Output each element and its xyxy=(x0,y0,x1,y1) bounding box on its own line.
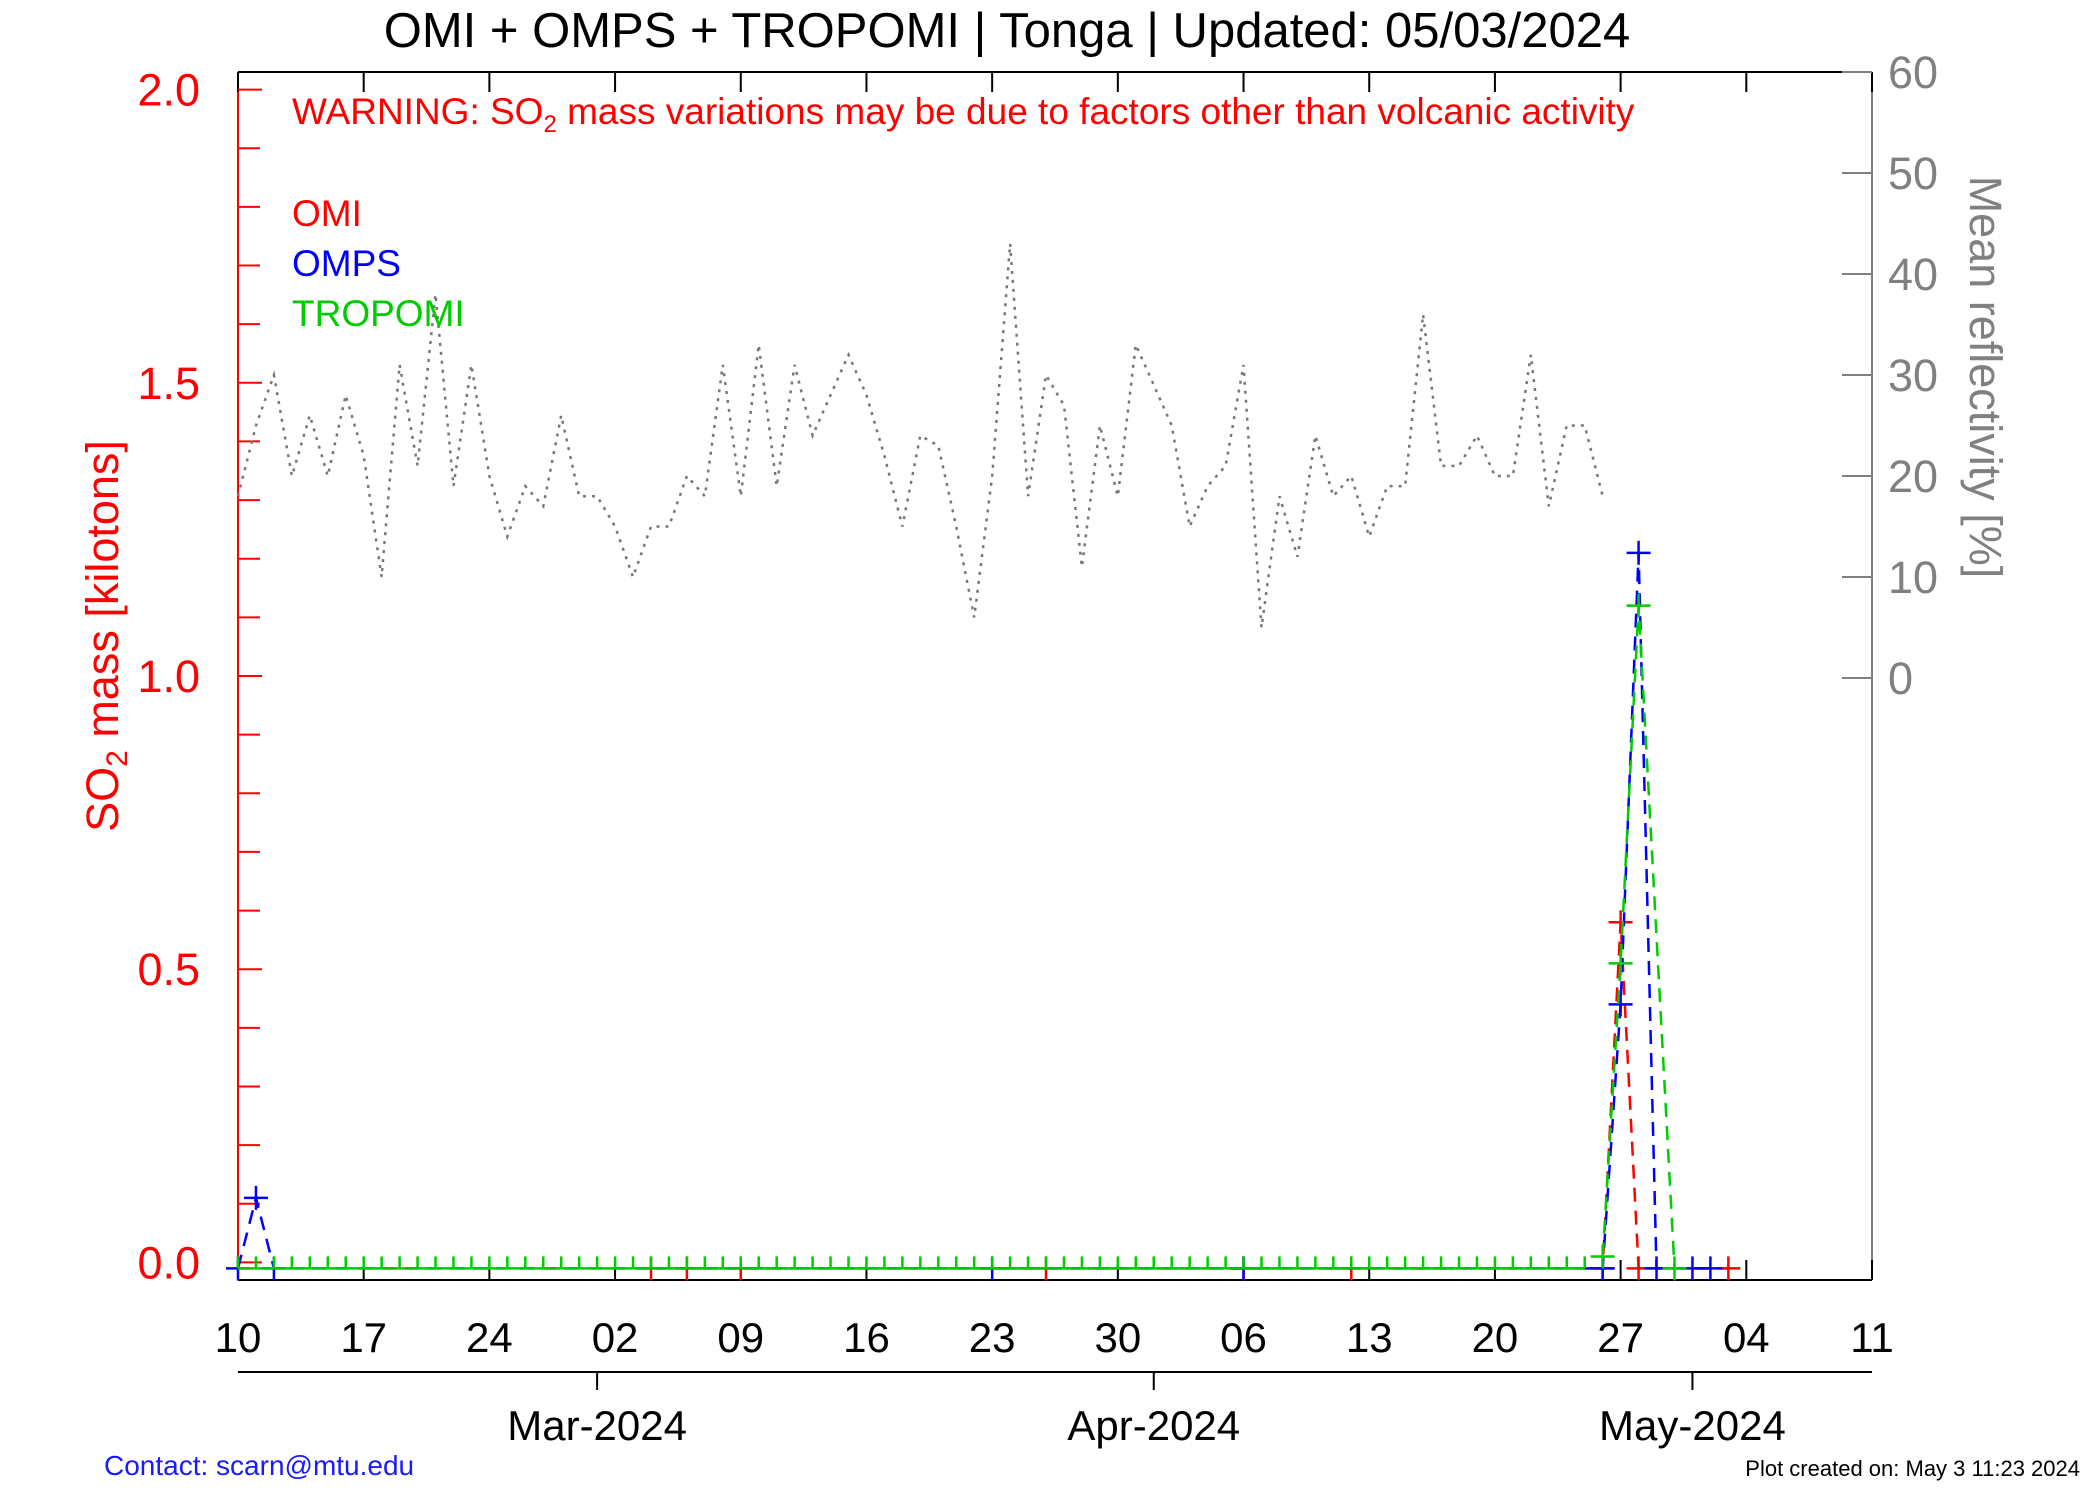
warning-subscript: 2 xyxy=(543,111,556,138)
x-tick-label: 09 xyxy=(717,1314,764,1361)
right-tick-label: 50 xyxy=(1888,148,1938,199)
right-tick-label: 30 xyxy=(1888,350,1938,401)
reflectivity-line xyxy=(236,243,1604,628)
x-tick-label: 06 xyxy=(1220,1314,1267,1361)
chart-title: OMI + OMPS + TROPOMI | Tonga | Updated: … xyxy=(384,4,1631,58)
left-tick-label: 1.5 xyxy=(137,358,200,409)
series-tropomi xyxy=(236,593,1687,1281)
warning-prefix: WARNING: SO xyxy=(292,91,543,132)
x-tick-label: 16 xyxy=(843,1314,890,1361)
x-tick-label: 20 xyxy=(1472,1314,1519,1361)
x-axis: 10 17 24 02 09 16 23 30 06 13 20 27 04 11 Mar-2024 Apr-… xyxy=(215,72,1894,1449)
x-tick-label: 10 xyxy=(215,1314,262,1361)
left-tick-label: 2.0 xyxy=(137,65,200,116)
omi-line xyxy=(651,922,1729,1270)
ylabel-left-subscript: 2 xyxy=(101,750,134,767)
x-tick-label: 11 xyxy=(1850,1314,1894,1361)
omps-line xyxy=(236,552,1711,1270)
left-tick-label: 0.0 xyxy=(137,1237,200,1288)
ylabel-left-suffix: mass [kilotons] xyxy=(77,440,128,750)
x-tick-label: 23 xyxy=(969,1314,1016,1361)
series-group xyxy=(226,243,1741,1281)
legend-item: TROPOMI xyxy=(292,293,465,334)
legend-item: OMPS xyxy=(292,243,401,284)
right-tick-label: 60 xyxy=(1888,47,1938,98)
chart-labels: OMI + OMPS + TROPOMI | Tonga | Updated: … xyxy=(77,4,2011,832)
series-mean-reflectivity xyxy=(236,243,1604,628)
warning-text: WARNING: SO2 mass variations may be due … xyxy=(292,91,1635,138)
legend: OMI OMPS TROPOMI xyxy=(292,193,465,334)
right-axis: 0 10 20 30 40 50 60 xyxy=(1842,47,1938,704)
right-tick-label: 40 xyxy=(1888,249,1938,300)
right-tick-label: 20 xyxy=(1888,451,1938,502)
left-tick-label: 0.5 xyxy=(137,944,200,995)
legend-item: OMI xyxy=(292,193,362,234)
warning-suffix: mass variations may be due to factors ot… xyxy=(557,91,1635,132)
series-omps xyxy=(226,540,1723,1281)
series-omi xyxy=(638,910,1741,1281)
month-label: Mar-2024 xyxy=(507,1402,687,1449)
x-tick-label: 30 xyxy=(1094,1314,1141,1361)
plot-frame xyxy=(237,71,1873,1373)
ylabel-left-prefix: SO xyxy=(77,767,128,832)
right-tick-label: 10 xyxy=(1888,552,1938,603)
month-label: May-2024 xyxy=(1599,1402,1786,1449)
plot-created-text: Plot created on: May 3 11:23 2024 xyxy=(1745,1456,2080,1481)
left-axis: 0.0 0.5 1.0 1.5 2.0 xyxy=(137,65,262,1288)
x-tick-label: 27 xyxy=(1597,1314,1644,1361)
right-tick-label: 0 xyxy=(1888,653,1913,704)
y-axis-label-left: SO2 mass [kilotons] xyxy=(77,440,134,832)
x-tick-label: 13 xyxy=(1346,1314,1393,1361)
contact-text[interactable]: Contact: scarn@mtu.edu xyxy=(104,1450,415,1481)
tropomi-line xyxy=(1601,605,1676,1269)
month-label: Apr-2024 xyxy=(1067,1402,1240,1449)
x-tick-label: 24 xyxy=(466,1314,513,1361)
x-tick-label: 17 xyxy=(340,1314,387,1361)
x-tick-label: 02 xyxy=(592,1314,639,1361)
y-axis-label-right: Mean reflectivity [%] xyxy=(1960,176,2011,579)
x-tick-label: 04 xyxy=(1723,1314,1770,1361)
left-tick-label: 1.0 xyxy=(137,651,200,702)
